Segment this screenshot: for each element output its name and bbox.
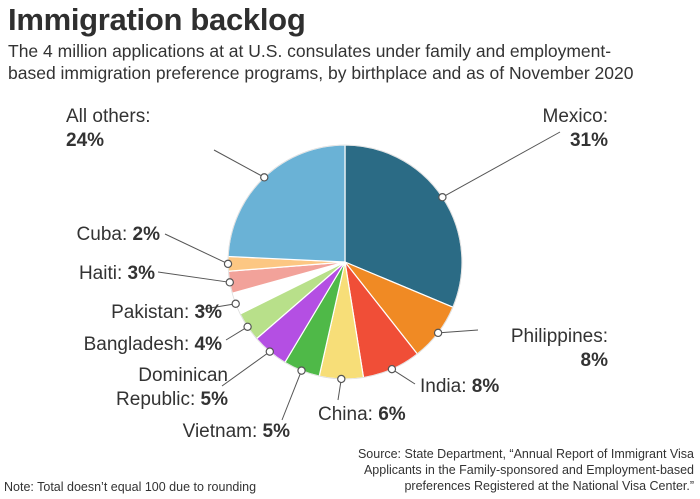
leader-dot-china xyxy=(337,374,346,384)
leader-line-allothers xyxy=(213,149,265,178)
leader-line-bangladesh xyxy=(225,326,248,341)
slice-label-pakistan: Pakistan: 3% xyxy=(111,302,222,323)
label-value-cuba: 2% xyxy=(133,224,161,245)
label-name-haiti: Haiti: xyxy=(79,263,128,284)
leader-dot-philippines xyxy=(433,328,443,338)
label-value-philippines: 8% xyxy=(581,350,609,371)
label-value-dominican: 5% xyxy=(201,389,229,410)
label-name-pakistan: Pakistan: xyxy=(111,302,194,323)
chart-subtitle: The 4 million applications at at U.S. co… xyxy=(8,40,698,84)
label-value-pakistan: 3% xyxy=(195,302,223,323)
leader-dot-india xyxy=(387,364,397,374)
source-line-3: preferences Registered at the National V… xyxy=(404,479,694,493)
label-value-haiti: 3% xyxy=(128,263,156,284)
label-name-india: India: xyxy=(420,376,472,397)
leader-dot-bangladesh xyxy=(243,322,252,332)
label-name2-dominican: Republic: xyxy=(116,389,201,410)
subtitle-line-2: based immigration preference programs, b… xyxy=(8,63,634,83)
leader-line-cuba xyxy=(164,233,229,265)
label-name-philippines: Philippines: xyxy=(511,326,608,347)
leader-line-dominican xyxy=(221,351,271,387)
slice-label-bangladesh: Bangladesh: 4% xyxy=(84,334,222,355)
source-line-1: Source: State Department, “Annual Report… xyxy=(357,447,694,461)
leader-dot-mexico xyxy=(438,192,447,202)
label-value-vietnam: 5% xyxy=(263,421,291,442)
label-value-bangladesh: 4% xyxy=(195,334,223,355)
label-name-bangladesh: Bangladesh: xyxy=(84,334,195,355)
leader-line-mexico xyxy=(442,131,561,198)
slice-label-cuba: Cuba: 2% xyxy=(77,224,161,245)
label-value-mexico: 31% xyxy=(570,130,608,151)
leader-line-india xyxy=(391,368,416,385)
slice-label-philippines: Philippines: 8% xyxy=(511,326,608,371)
leader-dot-cuba xyxy=(223,259,233,269)
slice-label-allothers: All others: 24% xyxy=(66,106,150,151)
leader-line-vietnam xyxy=(281,370,302,421)
label-name-dominican: Dominican xyxy=(138,365,228,386)
leader-line-pakistan xyxy=(197,303,236,311)
slice-label-india: India: 8% xyxy=(420,376,499,397)
pie-slice-allothers xyxy=(227,144,346,263)
leader-line-philippines xyxy=(438,329,479,334)
label-name-allothers: All others: xyxy=(66,106,150,127)
leader-dot-haiti xyxy=(225,278,234,287)
chart-note: Note: Total doesn’t equal 100 due to rou… xyxy=(4,480,257,494)
leader-line-haiti xyxy=(157,271,230,283)
label-value-china: 6% xyxy=(378,404,406,425)
subtitle-line-1: The 4 million applications at at U.S. co… xyxy=(8,41,612,61)
leader-dot-allothers xyxy=(260,173,269,182)
slice-label-mexico: Mexico: 31% xyxy=(543,106,609,151)
slice-label-vietnam: Vietnam: 5% xyxy=(183,421,290,442)
slice-label-china: China: 6% xyxy=(318,404,406,425)
slice-label-dominican: Dominican Republic: 5% xyxy=(116,365,228,410)
label-name-cuba: Cuba: xyxy=(77,224,133,245)
leader-dot-pakistan xyxy=(231,299,240,308)
label-value-allothers: 24% xyxy=(66,130,104,151)
slice-label-haiti: Haiti: 3% xyxy=(79,263,155,284)
chart-source: Source: State Department, “Annual Report… xyxy=(254,446,694,494)
chart-title: Immigration backlog xyxy=(8,2,306,37)
label-name-mexico: Mexico: xyxy=(543,106,608,127)
label-value-india: 8% xyxy=(472,376,500,397)
label-name-vietnam: Vietnam: xyxy=(183,421,263,442)
label-name-china: China: xyxy=(318,404,378,425)
leader-dot-vietnam xyxy=(297,366,306,375)
leader-dot-dominican xyxy=(265,347,274,356)
source-line-2: Applicants in the Family-sponsored and E… xyxy=(363,463,694,477)
